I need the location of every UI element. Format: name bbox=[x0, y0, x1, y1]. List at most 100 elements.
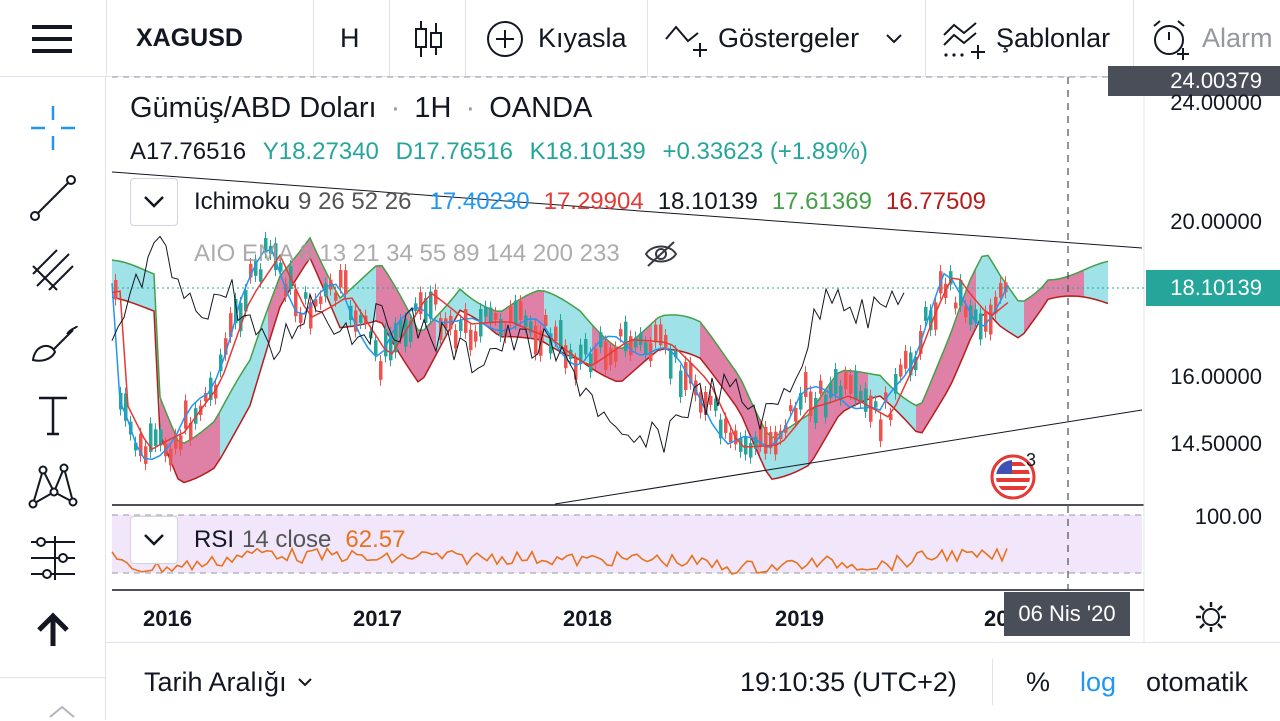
measure-icon bbox=[31, 536, 75, 580]
log-toggle[interactable]: log bbox=[1080, 666, 1117, 697]
candle-body bbox=[374, 340, 378, 356]
kumo-segment bbox=[142, 268, 148, 309]
collapse-indicators-button[interactable] bbox=[130, 178, 178, 226]
compare-label: Kıyasla bbox=[538, 23, 627, 53]
auto-toggle[interactable]: otomatik bbox=[1146, 666, 1249, 697]
settings-gear-icon[interactable] bbox=[1194, 600, 1228, 634]
rsi-band bbox=[112, 515, 1142, 573]
chart-type-button[interactable] bbox=[414, 0, 444, 77]
kumo-segment bbox=[1078, 269, 1084, 297]
rsi-legend[interactable]: RSI 14 close 62.57 bbox=[130, 516, 405, 564]
candle-body bbox=[934, 302, 938, 330]
brush-tool[interactable] bbox=[22, 313, 84, 375]
crosshair-icon bbox=[31, 106, 75, 150]
economic-event-badge[interactable]: 3 bbox=[990, 450, 1036, 500]
gann-fib-tool[interactable] bbox=[22, 239, 84, 301]
candle-body bbox=[889, 413, 893, 421]
pattern-tool[interactable] bbox=[22, 455, 84, 517]
templates-button[interactable]: Şablonlar bbox=[942, 0, 1110, 77]
candle-body bbox=[669, 349, 673, 379]
candle-body bbox=[409, 320, 413, 342]
alarm-button[interactable]: Alarm bbox=[1150, 0, 1273, 77]
symbol-legend[interactable]: Gümüş/ABD Doları · 1H · OANDA bbox=[130, 92, 593, 124]
candle-body bbox=[974, 309, 978, 323]
collapse-rsi-button[interactable] bbox=[130, 516, 178, 564]
candle-body bbox=[864, 388, 868, 412]
compare-button[interactable]: Kıyasla bbox=[486, 0, 627, 77]
kumo-segment bbox=[124, 262, 130, 303]
candle-body bbox=[324, 283, 328, 297]
candle-body bbox=[589, 353, 593, 373]
kumo-segment bbox=[736, 371, 742, 417]
symbol-source: OANDA bbox=[489, 92, 593, 124]
kumo-segment bbox=[748, 394, 754, 445]
date-range-label: Tarih Aralığı bbox=[144, 666, 287, 697]
alarm-clock-icon bbox=[1153, 19, 1189, 60]
kumo-segment bbox=[676, 315, 682, 352]
kumo-segment bbox=[184, 439, 190, 483]
crosshair-tool[interactable] bbox=[22, 97, 84, 159]
candle-body bbox=[299, 312, 303, 323]
rsi-name: RSI bbox=[194, 526, 235, 553]
kumo-segment bbox=[898, 393, 904, 419]
kumo-segment bbox=[148, 271, 154, 312]
kumo-segment bbox=[208, 421, 214, 472]
candle-body bbox=[714, 398, 718, 411]
kumo-segment bbox=[868, 373, 874, 400]
trend-line-icon bbox=[30, 175, 76, 221]
scroll-up-button[interactable] bbox=[22, 599, 84, 661]
candle-body bbox=[609, 348, 613, 365]
kumo-segment bbox=[700, 321, 706, 366]
clock-timezone-button[interactable]: 19:10:35 (UTC+2) bbox=[740, 666, 957, 697]
kumo-segment bbox=[940, 345, 946, 404]
indicators-button[interactable]: Göstergeler bbox=[664, 0, 903, 77]
interval-button[interactable]: H bbox=[340, 23, 360, 53]
current-price-label: 18.10139 bbox=[1146, 270, 1280, 306]
candle-body bbox=[709, 395, 713, 405]
menu-icon[interactable] bbox=[32, 0, 72, 77]
ema-legend[interactable]: AIO EMA 8 13 21 34 55 89 144 200 233 bbox=[194, 230, 678, 278]
eye-hidden-icon[interactable] bbox=[644, 240, 678, 268]
candle-body bbox=[494, 313, 498, 320]
candle-body bbox=[389, 332, 393, 361]
chevron-up-icon[interactable] bbox=[48, 705, 76, 719]
kumo-segment bbox=[472, 298, 478, 320]
kumo-segment bbox=[1090, 264, 1096, 300]
kumo-segment bbox=[1048, 279, 1054, 300]
change-value: +0.33623 (+1.89%) bbox=[662, 138, 868, 165]
candle-body bbox=[419, 292, 423, 314]
kumo-segment bbox=[952, 312, 958, 383]
chevron-down-icon bbox=[886, 33, 902, 43]
kumo-segment bbox=[1096, 262, 1102, 302]
candle-body bbox=[339, 270, 343, 288]
measure-tool[interactable] bbox=[22, 527, 84, 589]
candle-body bbox=[264, 237, 268, 253]
plus-circle-icon bbox=[487, 20, 523, 57]
bottom-bar: Tarih Aralığı 19:10:35 (UTC+2) % log oto… bbox=[106, 642, 1280, 720]
kumo-segment bbox=[340, 293, 346, 328]
candle-body bbox=[579, 344, 583, 364]
kumo-segment bbox=[988, 255, 994, 320]
candle-body bbox=[274, 243, 278, 271]
candle-body bbox=[489, 307, 493, 324]
time-tick: 2016 bbox=[143, 606, 192, 631]
conversion-line bbox=[111, 249, 1009, 461]
price-tick: 20.00000 bbox=[1170, 209, 1262, 234]
symbol-search-button[interactable]: XAGUSD bbox=[136, 24, 243, 52]
candle-body bbox=[909, 352, 913, 376]
candle-body bbox=[744, 436, 748, 455]
percent-toggle[interactable]: % bbox=[1026, 666, 1051, 697]
trend-line-tool[interactable] bbox=[22, 167, 84, 229]
text-icon bbox=[39, 396, 67, 436]
candle-body bbox=[764, 426, 768, 454]
candle-body bbox=[964, 306, 968, 318]
kumo-segment bbox=[196, 431, 202, 479]
date-range-button[interactable]: Tarih Aralığı bbox=[144, 643, 313, 721]
candle-body bbox=[229, 313, 233, 338]
ichimoku-lagging: 18.10139 bbox=[657, 188, 758, 215]
text-tool[interactable] bbox=[22, 385, 84, 447]
ichimoku-legend[interactable]: Ichimoku 9 26 52 26 17.40230 17.29904 18… bbox=[130, 178, 986, 226]
ema-label: AIO EMA 8 13 21 34 55 89 144 200 233 bbox=[194, 240, 620, 267]
ichimoku-params: 9 26 52 26 bbox=[298, 188, 412, 215]
